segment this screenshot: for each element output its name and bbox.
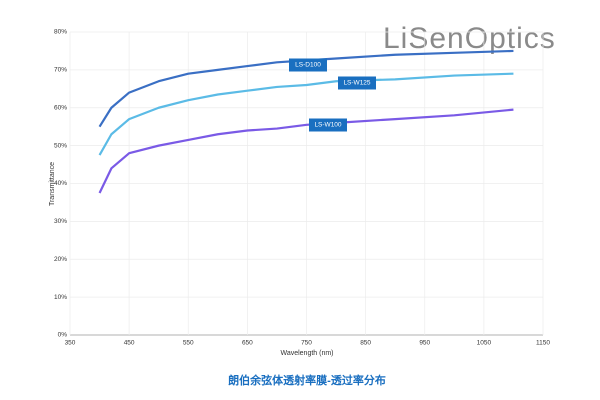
y-tick-label: 0% [58, 332, 68, 339]
series-label: LS-W125 [343, 80, 370, 87]
series-line [98, 49, 514, 128]
series-line [98, 72, 514, 156]
x-tick-label: 450 [124, 340, 135, 347]
series-label: LS-W100 [314, 122, 341, 129]
x-tick-label: 750 [301, 340, 312, 347]
y-tick-label: 80% [54, 29, 67, 36]
caption: 朗伯余弦体透射率膜-透过率分布 [228, 373, 386, 387]
y-tick-label: 40% [54, 180, 67, 187]
x-tick-label: 950 [419, 340, 430, 347]
x-axis-label: Wavelength (nm) [280, 350, 333, 357]
y-tick-label: 70% [54, 67, 67, 74]
series-label: LS-D100 [295, 62, 321, 69]
x-tick-label: 850 [360, 340, 371, 347]
series-label-box [338, 76, 376, 90]
x-tick-label: 1150 [536, 340, 550, 347]
y-tick-label: 30% [54, 218, 67, 225]
x-tick-label: 350 [65, 340, 76, 347]
series-line [98, 108, 514, 194]
y-tick-label: 10% [54, 294, 67, 301]
y-axis-label: Transmittance [49, 162, 56, 206]
y-tick-label: 60% [54, 104, 67, 111]
x-tick-label: 550 [183, 340, 194, 347]
y-tick-label: 20% [54, 256, 67, 263]
series-label-box [309, 118, 347, 132]
x-tick-label: 1050 [477, 340, 492, 347]
x-tick-label: 650 [242, 340, 253, 347]
series-label-box [289, 58, 327, 72]
y-tick-label: 50% [54, 142, 67, 149]
logo: LiSenOptics [383, 22, 556, 55]
